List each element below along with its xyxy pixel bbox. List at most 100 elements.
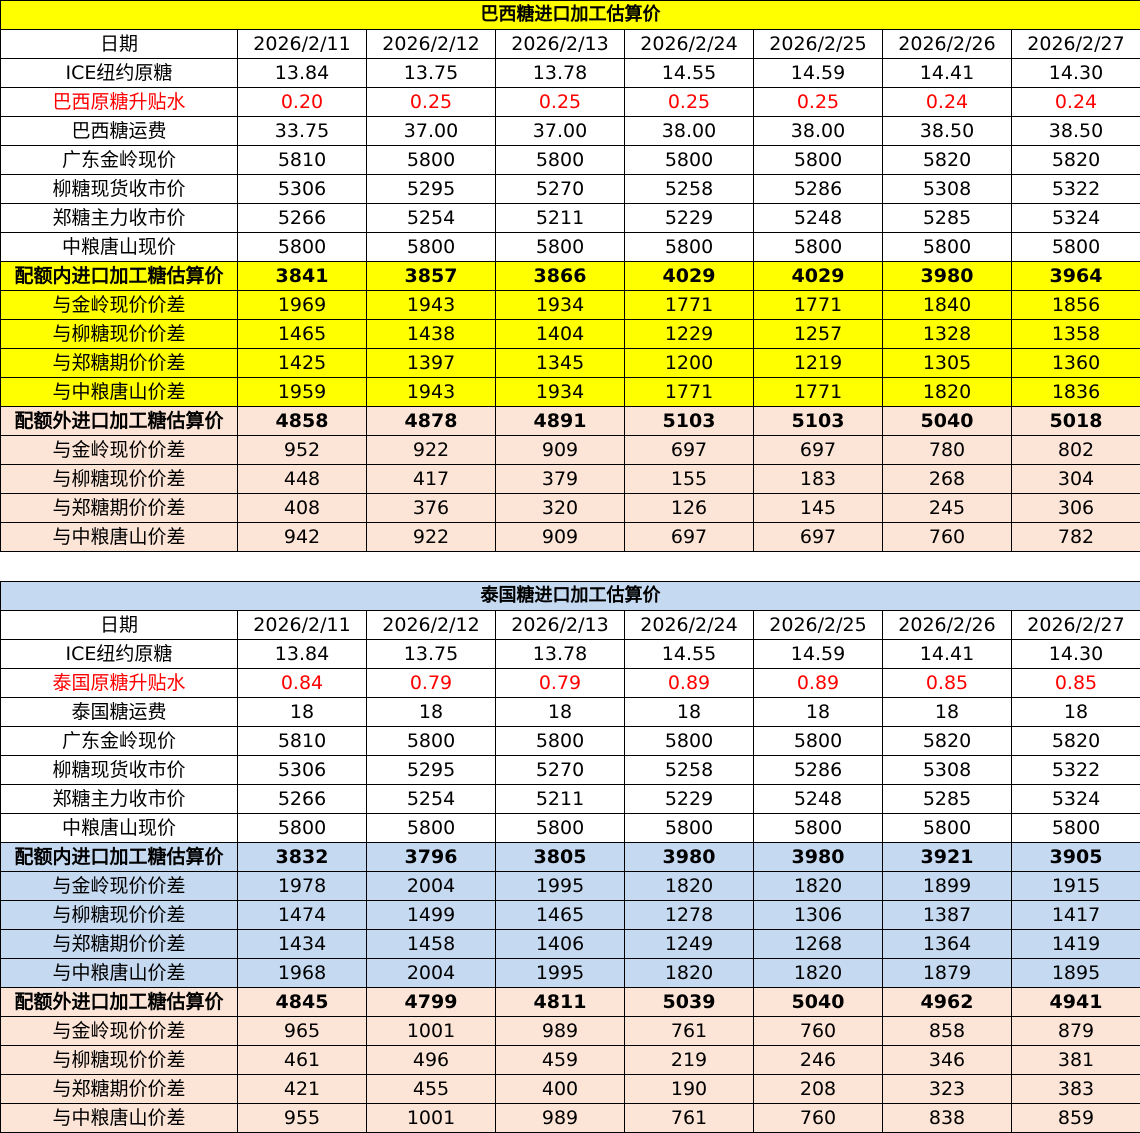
value-cell[interactable]: 5211 [496, 204, 625, 233]
value-cell[interactable]: 5810 [238, 727, 367, 756]
value-cell[interactable]: 3905 [1012, 843, 1140, 872]
value-cell[interactable]: 0.25 [496, 88, 625, 117]
table-title[interactable]: 泰国糖进口加工估算价 [1, 582, 1140, 611]
value-cell[interactable]: 1465 [496, 901, 625, 930]
value-cell[interactable]: 0.85 [883, 669, 1012, 698]
value-cell[interactable]: 37.00 [496, 117, 625, 146]
value-cell[interactable]: 13.75 [367, 640, 496, 669]
value-cell[interactable]: 858 [883, 1017, 1012, 1046]
row-label-cell[interactable]: 与柳糖现价价差 [1, 901, 238, 930]
value-cell[interactable]: 5322 [1012, 756, 1140, 785]
value-cell[interactable]: 5800 [625, 727, 754, 756]
value-cell[interactable]: 0.85 [1012, 669, 1140, 698]
value-cell[interactable]: 1458 [367, 930, 496, 959]
row-label-cell[interactable]: 与郑糖期价价差 [1, 1075, 238, 1104]
row-label-cell[interactable]: 配额外进口加工糖估算价 [1, 988, 238, 1017]
value-cell[interactable]: 1934 [496, 291, 625, 320]
row-label-cell[interactable]: 柳糖现货收市价 [1, 756, 238, 785]
value-cell[interactable]: 1771 [754, 378, 883, 407]
value-cell[interactable]: 1820 [625, 872, 754, 901]
value-cell[interactable]: 14.30 [1012, 59, 1140, 88]
value-cell[interactable]: 0.84 [238, 669, 367, 698]
value-cell[interactable]: 3832 [238, 843, 367, 872]
value-cell[interactable]: 5800 [1012, 814, 1140, 843]
row-label-cell[interactable]: 配额外进口加工糖估算价 [1, 407, 238, 436]
value-cell[interactable]: 5800 [625, 233, 754, 262]
value-cell[interactable]: 496 [367, 1046, 496, 1075]
value-cell[interactable]: 13.84 [238, 59, 367, 88]
value-cell[interactable]: 1836 [1012, 378, 1140, 407]
date-header-cell[interactable]: 2026/2/11 [238, 30, 367, 59]
value-cell[interactable]: 5800 [883, 814, 1012, 843]
value-cell[interactable]: 1978 [238, 872, 367, 901]
value-cell[interactable]: 14.59 [754, 59, 883, 88]
value-cell[interactable]: 1465 [238, 320, 367, 349]
value-cell[interactable]: 909 [496, 523, 625, 552]
value-cell[interactable]: 13.84 [238, 640, 367, 669]
value-cell[interactable]: 782 [1012, 523, 1140, 552]
value-cell[interactable]: 455 [367, 1075, 496, 1104]
value-cell[interactable]: 33.75 [238, 117, 367, 146]
value-cell[interactable]: 1358 [1012, 320, 1140, 349]
value-cell[interactable]: 5820 [1012, 727, 1140, 756]
value-cell[interactable]: 1499 [367, 901, 496, 930]
value-cell[interactable]: 1840 [883, 291, 1012, 320]
value-cell[interactable]: 38.50 [883, 117, 1012, 146]
row-label-cell[interactable]: 广东金岭现价 [1, 146, 238, 175]
value-cell[interactable]: 5810 [238, 146, 367, 175]
value-cell[interactable]: 5800 [367, 146, 496, 175]
value-cell[interactable]: 219 [625, 1046, 754, 1075]
value-cell[interactable]: 1895 [1012, 959, 1140, 988]
value-cell[interactable]: 5258 [625, 756, 754, 785]
value-cell[interactable]: 0.89 [754, 669, 883, 698]
value-cell[interactable]: 859 [1012, 1104, 1140, 1133]
row-label-cell[interactable]: 郑糖主力收市价 [1, 204, 238, 233]
value-cell[interactable]: 761 [625, 1104, 754, 1133]
row-label-cell[interactable]: 与柳糖现价价差 [1, 465, 238, 494]
value-cell[interactable]: 1474 [238, 901, 367, 930]
value-cell[interactable]: 5800 [625, 814, 754, 843]
row-label-cell[interactable]: 配额内进口加工糖估算价 [1, 262, 238, 291]
row-label-cell[interactable]: 与郑糖期价价差 [1, 494, 238, 523]
date-header-cell[interactable]: 2026/2/24 [625, 30, 754, 59]
date-header-cell[interactable]: 2026/2/11 [238, 611, 367, 640]
value-cell[interactable]: 989 [496, 1017, 625, 1046]
value-cell[interactable]: 1968 [238, 959, 367, 988]
value-cell[interactable]: 3857 [367, 262, 496, 291]
value-cell[interactable]: 3805 [496, 843, 625, 872]
value-cell[interactable]: 1419 [1012, 930, 1140, 959]
value-cell[interactable]: 5800 [1012, 233, 1140, 262]
row-label-cell[interactable]: 广东金岭现价 [1, 727, 238, 756]
value-cell[interactable]: 5324 [1012, 785, 1140, 814]
row-label-cell[interactable]: 与郑糖期价价差 [1, 930, 238, 959]
value-cell[interactable]: 1438 [367, 320, 496, 349]
value-cell[interactable]: 3980 [883, 262, 1012, 291]
value-cell[interactable]: 5800 [496, 146, 625, 175]
value-cell[interactable]: 459 [496, 1046, 625, 1075]
value-cell[interactable]: 18 [367, 698, 496, 727]
value-cell[interactable]: 922 [367, 523, 496, 552]
date-header-cell[interactable]: 2026/2/25 [754, 30, 883, 59]
value-cell[interactable]: 3980 [625, 843, 754, 872]
value-cell[interactable]: 306 [1012, 494, 1140, 523]
value-cell[interactable]: 1995 [496, 959, 625, 988]
row-label-cell[interactable]: 中粮唐山现价 [1, 814, 238, 843]
date-header-cell[interactable]: 2026/2/12 [367, 611, 496, 640]
value-cell[interactable]: 760 [883, 523, 1012, 552]
value-cell[interactable]: 38.50 [1012, 117, 1140, 146]
value-cell[interactable]: 246 [754, 1046, 883, 1075]
value-cell[interactable]: 14.59 [754, 640, 883, 669]
row-label-cell[interactable]: 巴西糖运费 [1, 117, 238, 146]
value-cell[interactable]: 1229 [625, 320, 754, 349]
value-cell[interactable]: 1001 [367, 1017, 496, 1046]
value-cell[interactable]: 183 [754, 465, 883, 494]
value-cell[interactable]: 1387 [883, 901, 1012, 930]
value-cell[interactable]: 760 [754, 1017, 883, 1046]
date-header-cell[interactable]: 2026/2/26 [883, 611, 1012, 640]
value-cell[interactable]: 5820 [1012, 146, 1140, 175]
value-cell[interactable]: 5800 [238, 233, 367, 262]
value-cell[interactable]: 5800 [754, 814, 883, 843]
value-cell[interactable]: 304 [1012, 465, 1140, 494]
value-cell[interactable]: 761 [625, 1017, 754, 1046]
value-cell[interactable]: 14.30 [1012, 640, 1140, 669]
